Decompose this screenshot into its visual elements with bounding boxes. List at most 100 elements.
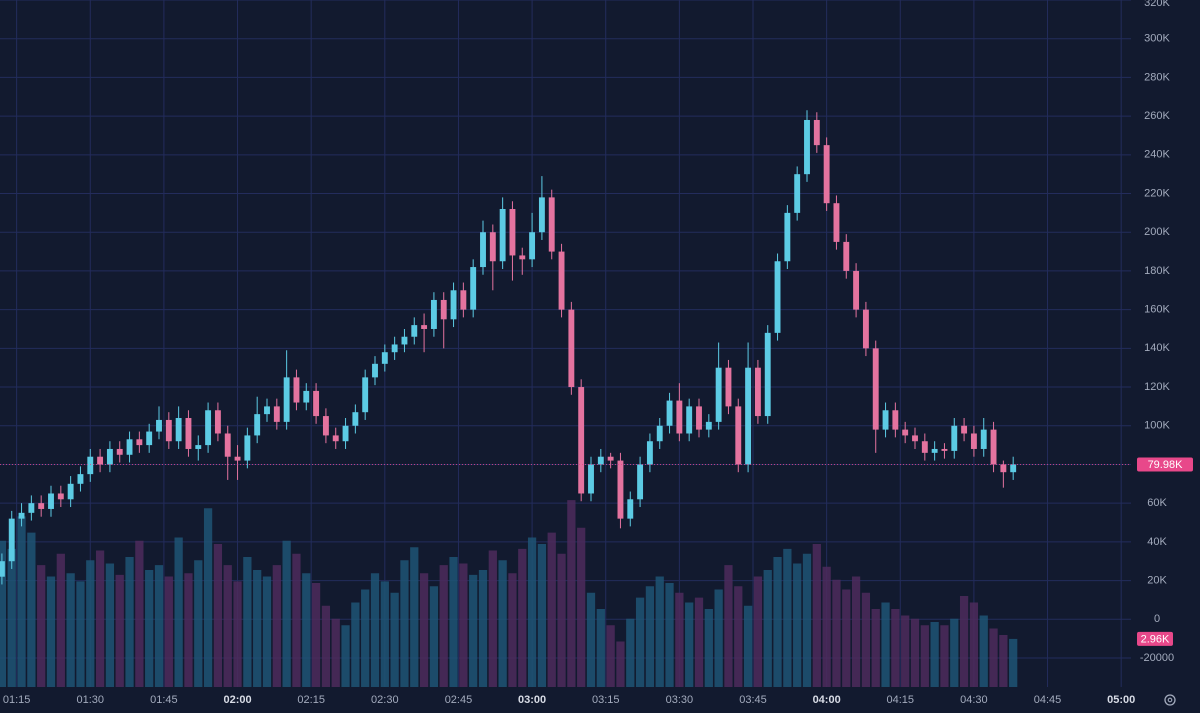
volume-bar <box>253 570 262 687</box>
volume-bar <box>842 589 851 687</box>
settings-icon[interactable] <box>1164 694 1176 706</box>
candle-body <box>804 119 810 175</box>
candle-body <box>794 174 801 213</box>
volume-bar <box>56 553 65 687</box>
last-price-label: 79.98K <box>1148 459 1184 471</box>
volume-bar <box>145 570 154 687</box>
candle-body <box>529 232 536 260</box>
y-tick-label: 140K <box>1144 342 1170 354</box>
candle-body <box>578 387 585 494</box>
volume-bar <box>557 553 566 687</box>
volume-bar <box>793 563 802 687</box>
candle-body <box>391 344 398 353</box>
volume-bar <box>174 537 183 687</box>
volume-bar <box>999 635 1008 687</box>
volume-bar <box>694 597 704 687</box>
candle-body <box>725 367 732 407</box>
volume-bar <box>292 553 301 687</box>
volume-bar <box>734 586 743 687</box>
x-tick-label: 01:15 <box>3 694 31 706</box>
volume-bar <box>390 592 399 687</box>
y-tick-label: 220K <box>1144 187 1170 199</box>
volume-bar <box>488 550 497 687</box>
x-tick-label: 03:30 <box>666 694 694 706</box>
candle-body <box>568 309 575 388</box>
gear-ring <box>1164 694 1176 706</box>
volume-bar <box>547 532 556 687</box>
volume-bar <box>724 565 733 687</box>
volume-bar <box>969 602 979 687</box>
volume-bar <box>419 573 429 687</box>
y-tick-label: 40K <box>1147 536 1167 548</box>
volume-bar <box>586 592 596 687</box>
candle-body <box>597 456 604 465</box>
volume-bar <box>321 605 331 687</box>
candle-body <box>0 561 5 577</box>
candle-body <box>951 425 958 451</box>
candle-body <box>941 448 948 451</box>
y-tick-label: 300K <box>1144 33 1170 45</box>
candle-body <box>872 348 879 430</box>
candle-body <box>126 439 133 455</box>
volume-bar <box>714 589 723 687</box>
candle-body <box>165 419 172 442</box>
x-tick-label: 02:15 <box>297 694 325 706</box>
last-price-box <box>1137 457 1193 472</box>
volume-bar <box>194 560 203 687</box>
candle-body <box>617 460 624 519</box>
volume-bar <box>439 565 448 687</box>
candle-body <box>882 410 889 430</box>
volume-bar <box>272 565 281 687</box>
volume-bar <box>0 540 7 687</box>
volume-bar <box>282 540 291 687</box>
candle-body <box>921 441 928 453</box>
x-tick-label: 03:15 <box>592 694 620 706</box>
volume-bar <box>154 565 164 687</box>
candle-body <box>853 270 860 310</box>
volume-bar <box>262 576 272 687</box>
candle-body <box>686 406 693 434</box>
volume-bar <box>184 573 193 687</box>
candle-body <box>912 435 918 442</box>
volume-bar <box>478 570 488 687</box>
candle-body <box>175 418 182 442</box>
volume-bar <box>655 576 664 687</box>
volume-bar <box>910 618 920 687</box>
volume-bar <box>518 548 527 687</box>
candle-body <box>372 363 378 378</box>
volume-bar <box>105 563 115 687</box>
gear-hub <box>1167 697 1173 703</box>
volume-bar <box>243 557 252 687</box>
candle-body <box>67 483 74 500</box>
volume-bar <box>537 544 547 687</box>
volume-bar <box>822 566 831 687</box>
volume-bar <box>331 618 340 687</box>
volume-bar <box>380 581 389 687</box>
x-tick-label: 02:30 <box>371 694 399 706</box>
volume-bar <box>626 618 635 687</box>
candle-body <box>489 232 496 262</box>
volume-bar <box>891 609 900 687</box>
candle-body <box>244 435 251 461</box>
volume-bar <box>370 573 380 687</box>
x-tick-label: 04:45 <box>1034 694 1062 706</box>
volume-bar <box>449 557 458 687</box>
y-tick-label: 60K <box>1147 497 1167 509</box>
candle-body <box>273 406 280 422</box>
candle-body <box>902 429 909 436</box>
candle-body <box>538 197 545 233</box>
x-tick-label: 03:00 <box>518 694 546 706</box>
volume-bar <box>743 605 753 687</box>
volume-bar <box>685 602 694 687</box>
volume-bar <box>950 618 959 687</box>
volume-bar <box>508 573 517 687</box>
candle-body <box>322 416 329 436</box>
volume-bar <box>115 574 124 687</box>
candle-body <box>28 503 35 513</box>
volume-bar <box>881 602 890 687</box>
candle-body <box>411 325 418 337</box>
candle-body <box>87 456 94 475</box>
volume-bar <box>577 527 586 687</box>
candle-body <box>696 406 702 430</box>
